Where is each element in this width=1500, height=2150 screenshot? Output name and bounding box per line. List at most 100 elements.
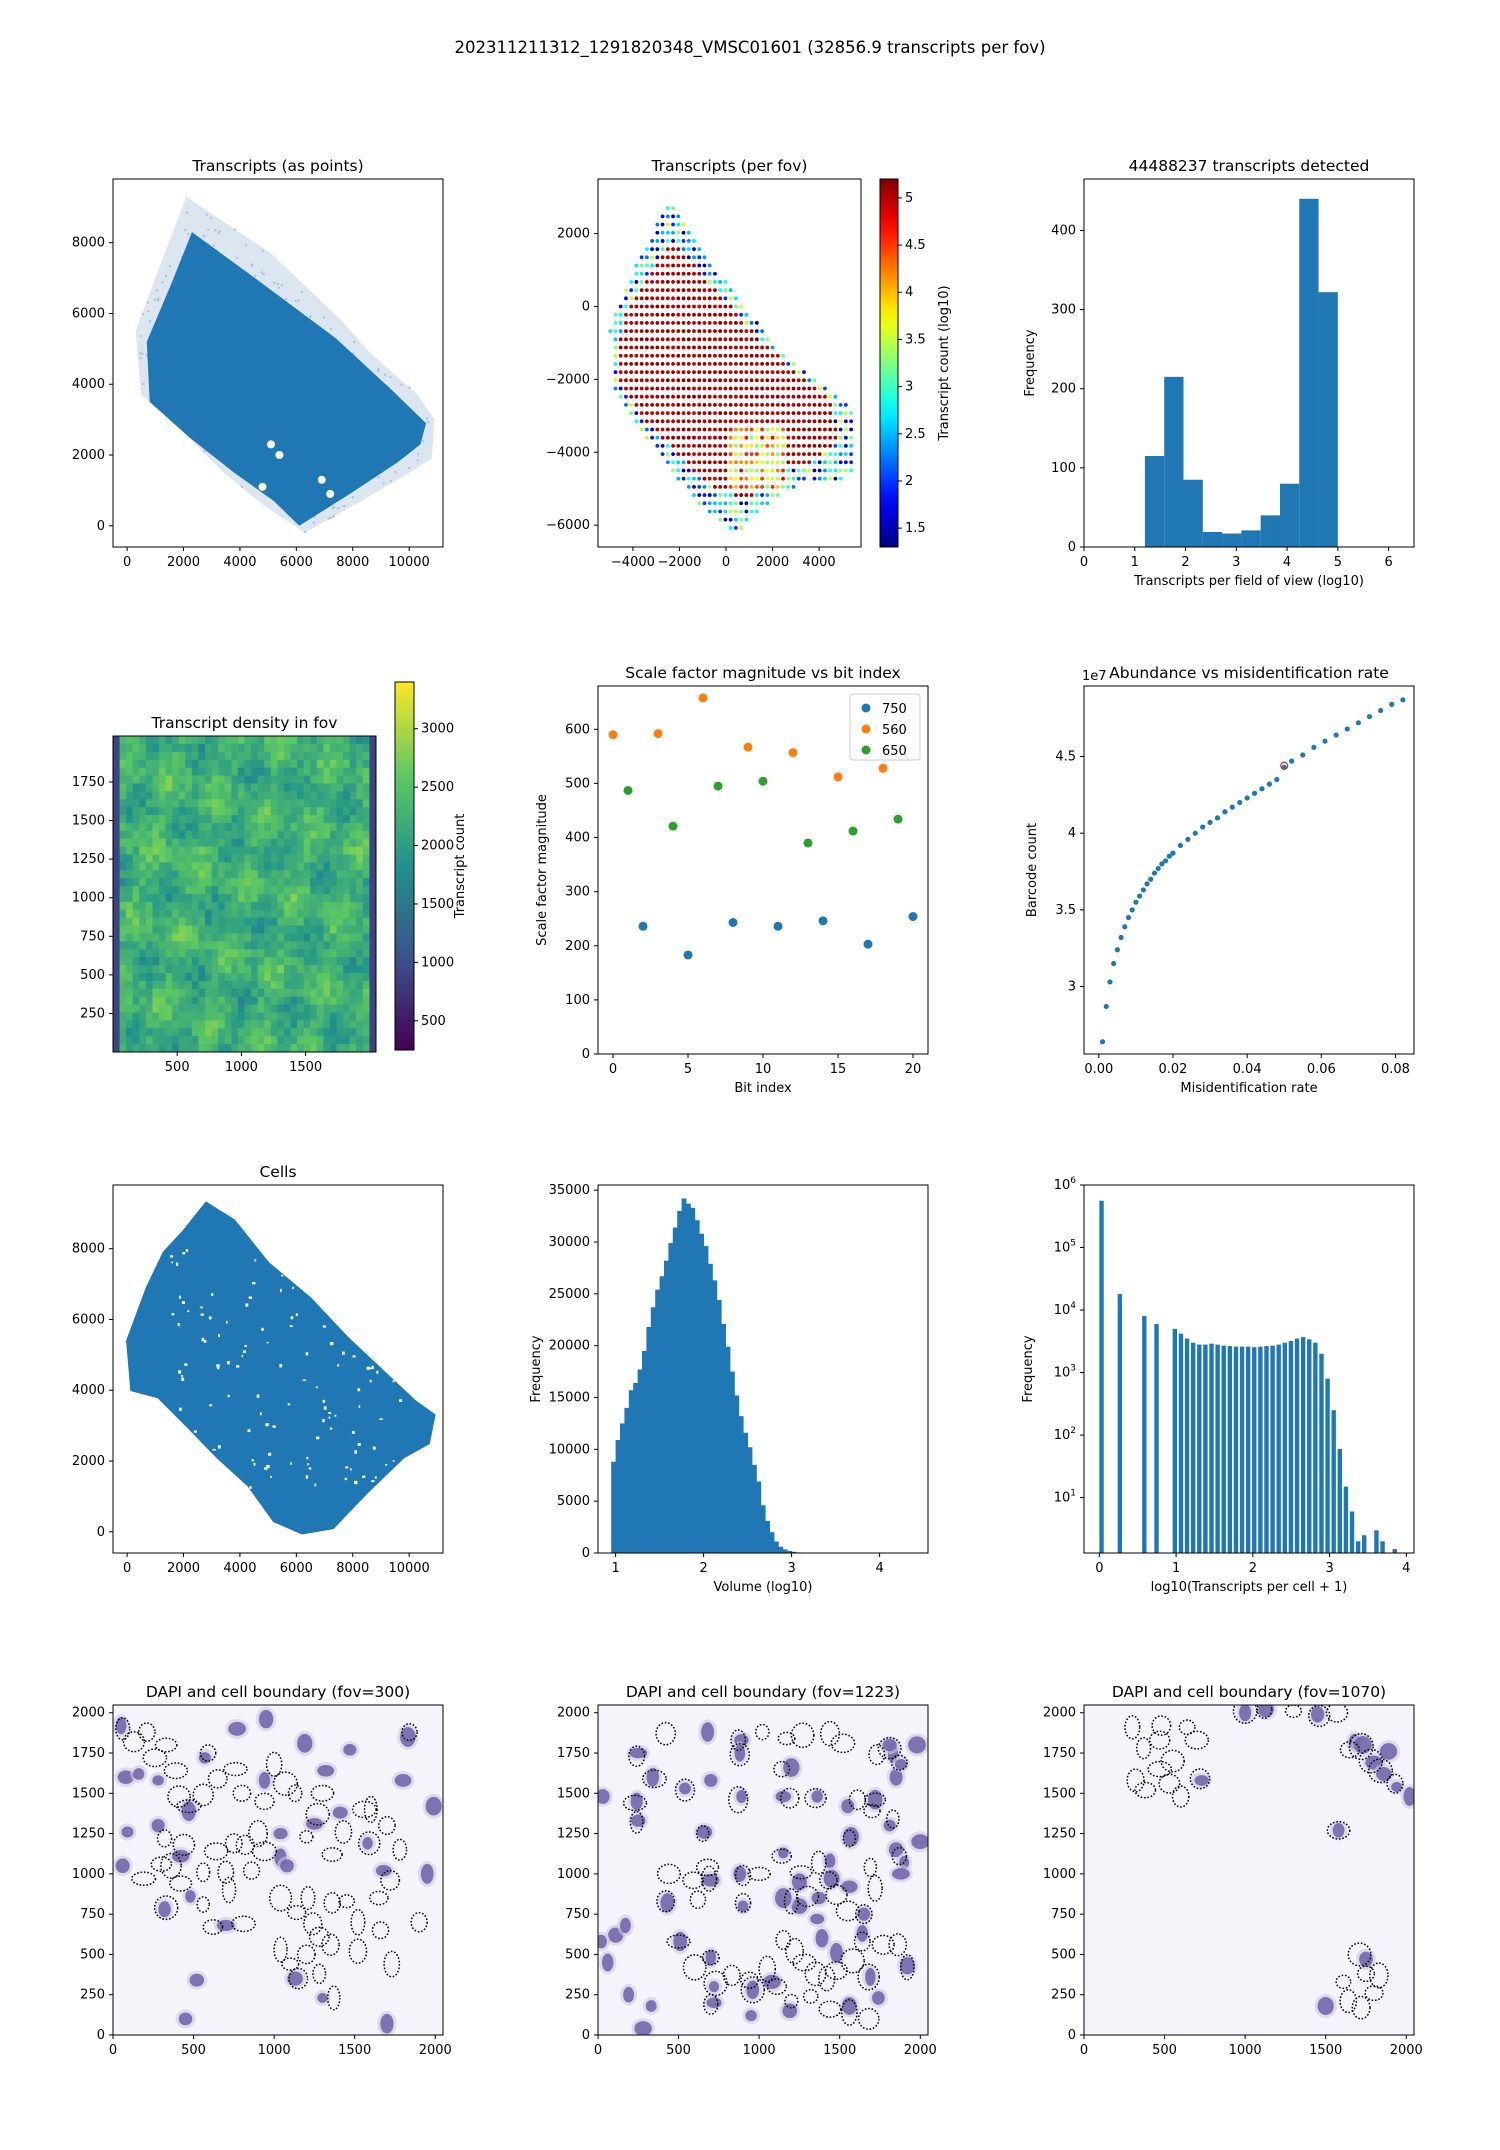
density-cell xyxy=(297,767,305,776)
cell-gap xyxy=(187,1310,190,1313)
density-cell xyxy=(145,854,153,863)
fov-point xyxy=(728,386,733,391)
fov-point xyxy=(629,288,634,293)
series-560-point xyxy=(698,693,708,703)
density-cell xyxy=(297,917,305,927)
y-tick-label: 20000 xyxy=(549,1339,590,1354)
cell-boundary xyxy=(1134,1781,1157,1799)
series-560-point xyxy=(743,742,753,752)
cell-gap xyxy=(308,1467,312,1470)
fov-point xyxy=(744,353,749,358)
gap-hole xyxy=(275,451,284,459)
density-cell xyxy=(145,909,153,919)
density-cell xyxy=(113,791,121,800)
density-cell xyxy=(264,822,272,832)
density-cell xyxy=(205,878,213,887)
fov-point xyxy=(676,321,681,325)
fov-point xyxy=(770,460,775,465)
density-cell xyxy=(119,854,127,863)
density-cell xyxy=(251,1028,259,1037)
density-cell xyxy=(152,941,160,950)
density-cell xyxy=(303,807,311,816)
fov-point xyxy=(744,501,749,506)
fov-point xyxy=(828,452,833,456)
fov-point xyxy=(807,443,812,448)
density-cell xyxy=(297,980,305,990)
transcript-point xyxy=(421,440,425,443)
fov-point xyxy=(707,304,712,309)
density-cell xyxy=(310,886,318,895)
density-cell xyxy=(113,965,121,974)
density-cell xyxy=(270,878,278,887)
density-cell xyxy=(277,862,285,871)
density-cell xyxy=(362,878,370,887)
density-cell xyxy=(198,925,206,934)
fov-point xyxy=(639,378,644,383)
fov-point xyxy=(644,427,649,432)
density-cell xyxy=(362,917,370,927)
hist-bar xyxy=(1276,1344,1281,1553)
fov-point xyxy=(681,230,686,235)
density-cell xyxy=(349,830,357,840)
fov-point xyxy=(618,304,623,309)
fov-point xyxy=(697,345,702,350)
density-cell xyxy=(362,909,370,919)
density-cell xyxy=(126,1020,134,1029)
fov-point xyxy=(660,403,665,407)
density-cell xyxy=(119,957,127,966)
density-cell xyxy=(119,973,127,982)
transcript-point xyxy=(417,452,420,456)
density-cell xyxy=(191,767,199,776)
density-cell xyxy=(297,807,305,816)
fov-point xyxy=(676,230,681,235)
density-cell xyxy=(159,759,167,769)
fov-point xyxy=(775,411,780,415)
fov-point xyxy=(796,476,801,481)
fov-point xyxy=(634,304,639,309)
density-cell xyxy=(172,791,180,800)
cell-boundary xyxy=(682,1954,707,1981)
density-cell xyxy=(270,775,278,784)
density-cell xyxy=(290,830,298,840)
fov-point xyxy=(618,362,623,366)
fov-point xyxy=(754,394,759,399)
fov-point xyxy=(786,411,791,415)
fov-point xyxy=(650,296,655,301)
density-cell xyxy=(237,1036,245,1045)
cell-gap xyxy=(289,1325,293,1327)
density-cell xyxy=(218,1028,226,1037)
cell-boundary xyxy=(785,1937,805,1965)
density-cell xyxy=(237,949,245,958)
y-tick-label: 105 xyxy=(1054,1239,1076,1256)
fov-point xyxy=(718,411,723,415)
cell-boundary xyxy=(281,1957,300,1971)
fov-point xyxy=(744,386,749,391)
density-cell xyxy=(283,791,292,800)
density-cell xyxy=(329,838,338,848)
fov-point xyxy=(707,329,712,334)
density-cell xyxy=(362,1020,370,1029)
fov-point xyxy=(655,362,660,366)
fov-point xyxy=(723,288,728,293)
fov-point xyxy=(618,329,623,334)
fov-point xyxy=(655,239,660,243)
chart-cells: 0 2000 4000 6000 8000 1000002000400060008000C… xyxy=(72,1163,444,1576)
density-cell xyxy=(152,1012,160,1021)
density-cell xyxy=(297,838,305,848)
transcript-point xyxy=(142,382,145,386)
hist-bar xyxy=(1288,1340,1294,1553)
density-cell xyxy=(329,878,338,887)
density-cell xyxy=(257,901,265,911)
fov-point xyxy=(802,370,806,375)
fov-point xyxy=(718,329,723,334)
density-cell xyxy=(178,807,186,816)
density-cell xyxy=(310,965,318,974)
density-cell xyxy=(323,783,331,792)
fov-point xyxy=(644,403,649,407)
density-cell xyxy=(139,846,147,855)
density-cell xyxy=(283,988,292,998)
density-cell xyxy=(349,736,357,745)
density-cell xyxy=(237,957,245,966)
nucleus xyxy=(375,1864,392,1877)
density-cell xyxy=(251,854,259,863)
